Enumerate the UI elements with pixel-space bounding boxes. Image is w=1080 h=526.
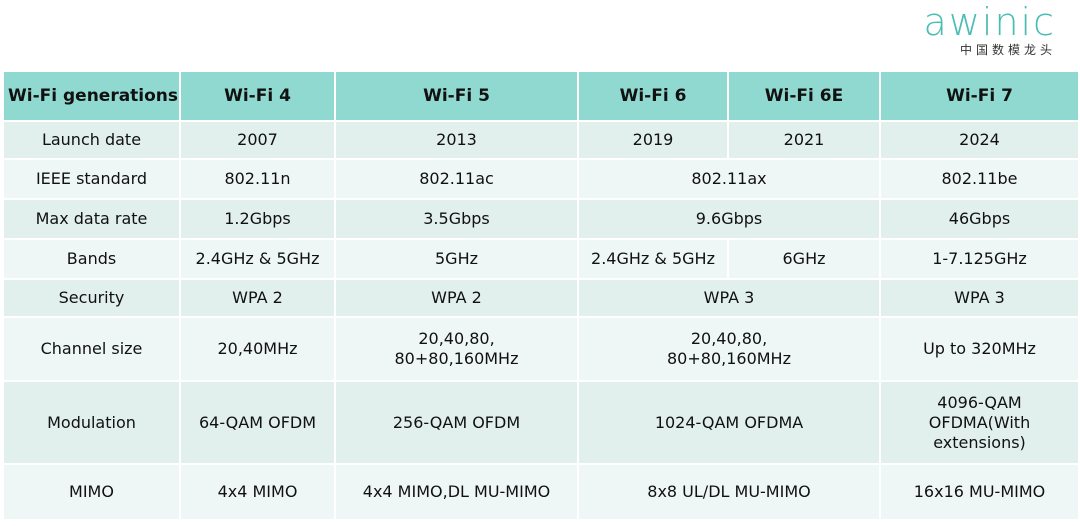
cell: 20,40,80, 80+80,160MHz xyxy=(577,316,881,382)
cell: 256-QAM OFDM xyxy=(334,380,579,465)
row-label: Channel size xyxy=(2,316,181,382)
row: Bands 2.4GHz & 5GHz 5GHz 2.4GHz & 5GHz 6… xyxy=(2,238,1080,280)
row-label: Launch date xyxy=(2,120,181,160)
row: MIMO 4x4 MIMO 4x4 MIMO,DL MU-MIMO 8x8 UL… xyxy=(2,463,1080,521)
cell: 9.6Gbps xyxy=(577,198,881,240)
cell: 20,40MHz xyxy=(179,316,336,382)
header-cell: Wi-Fi 6 xyxy=(577,70,729,122)
cell-line: 80+80,160MHz xyxy=(394,349,519,368)
cell: Up to 320MHz xyxy=(879,316,1080,382)
row: Channel size 20,40MHz 20,40,80, 80+80,160… xyxy=(2,316,1080,382)
cell: 3.5Gbps xyxy=(334,198,579,240)
cell: 4x4 MIMO xyxy=(179,463,336,521)
cell-line: 4096-QAM xyxy=(937,392,1022,412)
cell: 2019 xyxy=(577,120,729,160)
cell: 6GHz xyxy=(727,238,881,280)
cell: 2024 xyxy=(879,120,1080,160)
cell: 4x4 MIMO,DL MU-MIMO xyxy=(334,463,579,521)
row-label: IEEE standard xyxy=(2,158,181,200)
cell: 2.4GHz & 5GHz xyxy=(577,238,729,280)
cell: 1-7.125GHz xyxy=(879,238,1080,280)
row-label: Max data rate xyxy=(2,198,181,240)
row-label: Security xyxy=(2,278,181,318)
header-cell: Wi-Fi generations xyxy=(2,70,181,122)
row-label: Modulation xyxy=(2,380,181,465)
cell-line: 80+80,160MHz xyxy=(667,349,791,368)
cell: 2013 xyxy=(334,120,579,160)
logo-tagline: 中国数模龙头 xyxy=(959,43,1056,57)
cell: 802.11be xyxy=(879,158,1080,200)
cell: 64-QAM OFDM xyxy=(179,380,336,465)
row-label: Bands xyxy=(2,238,181,280)
row: IEEE standard 802.11n 802.11ac 802.11ax … xyxy=(2,158,1080,200)
cell-line: 20,40,80, xyxy=(690,329,768,348)
cell: 2021 xyxy=(727,120,881,160)
cell: 5GHz xyxy=(334,238,579,280)
cell: 802.11n xyxy=(179,158,336,200)
cell: 2.4GHz & 5GHz xyxy=(179,238,336,280)
header-cell: Wi-Fi 7 xyxy=(879,70,1080,122)
cell: 802.11ax xyxy=(577,158,881,200)
cell: WPA 3 xyxy=(577,278,881,318)
cell: 46Gbps xyxy=(879,198,1080,240)
cell: 1024-QAM OFDMA xyxy=(577,380,881,465)
row-label: MIMO xyxy=(2,463,181,521)
cell: WPA 2 xyxy=(179,278,336,318)
header-cell: Wi-Fi 6E xyxy=(727,70,881,122)
logo: awinic 中国数模龙头 xyxy=(924,2,1056,58)
cell-line: OFDMA(With xyxy=(928,412,1031,432)
comparison-table: Wi-Fi generations Wi-Fi 4 Wi-Fi 5 Wi-Fi … xyxy=(2,70,1080,521)
cell-line: 20,40,80, xyxy=(418,329,495,348)
cell: 2007 xyxy=(179,120,336,160)
header-cell: Wi-Fi 5 xyxy=(334,70,579,122)
cell: WPA 2 xyxy=(334,278,579,318)
row: Launch date 2007 2013 2019 2021 2024 xyxy=(2,120,1080,160)
row: Max data rate 1.2Gbps 3.5Gbps 9.6Gbps 46… xyxy=(2,198,1080,240)
logo-brand: awinic xyxy=(923,0,1056,44)
row: Modulation 64-QAM OFDM 256-QAM OFDM 1024… xyxy=(2,380,1080,465)
cell: 8x8 UL/DL MU-MIMO xyxy=(577,463,881,521)
cell: 1.2Gbps xyxy=(179,198,336,240)
cell: 802.11ac xyxy=(334,158,579,200)
cell-line: extensions) xyxy=(933,432,1026,452)
row: Security WPA 2 WPA 2 WPA 3 WPA 3 xyxy=(2,278,1080,318)
cell: 4096-QAM OFDMA(With extensions) xyxy=(879,380,1080,465)
cell: 20,40,80, 80+80,160MHz xyxy=(334,316,579,382)
cell: 16x16 MU-MIMO xyxy=(879,463,1080,521)
cell: WPA 3 xyxy=(879,278,1080,318)
header-row: Wi-Fi generations Wi-Fi 4 Wi-Fi 5 Wi-Fi … xyxy=(2,70,1080,122)
header-cell: Wi-Fi 4 xyxy=(179,70,336,122)
